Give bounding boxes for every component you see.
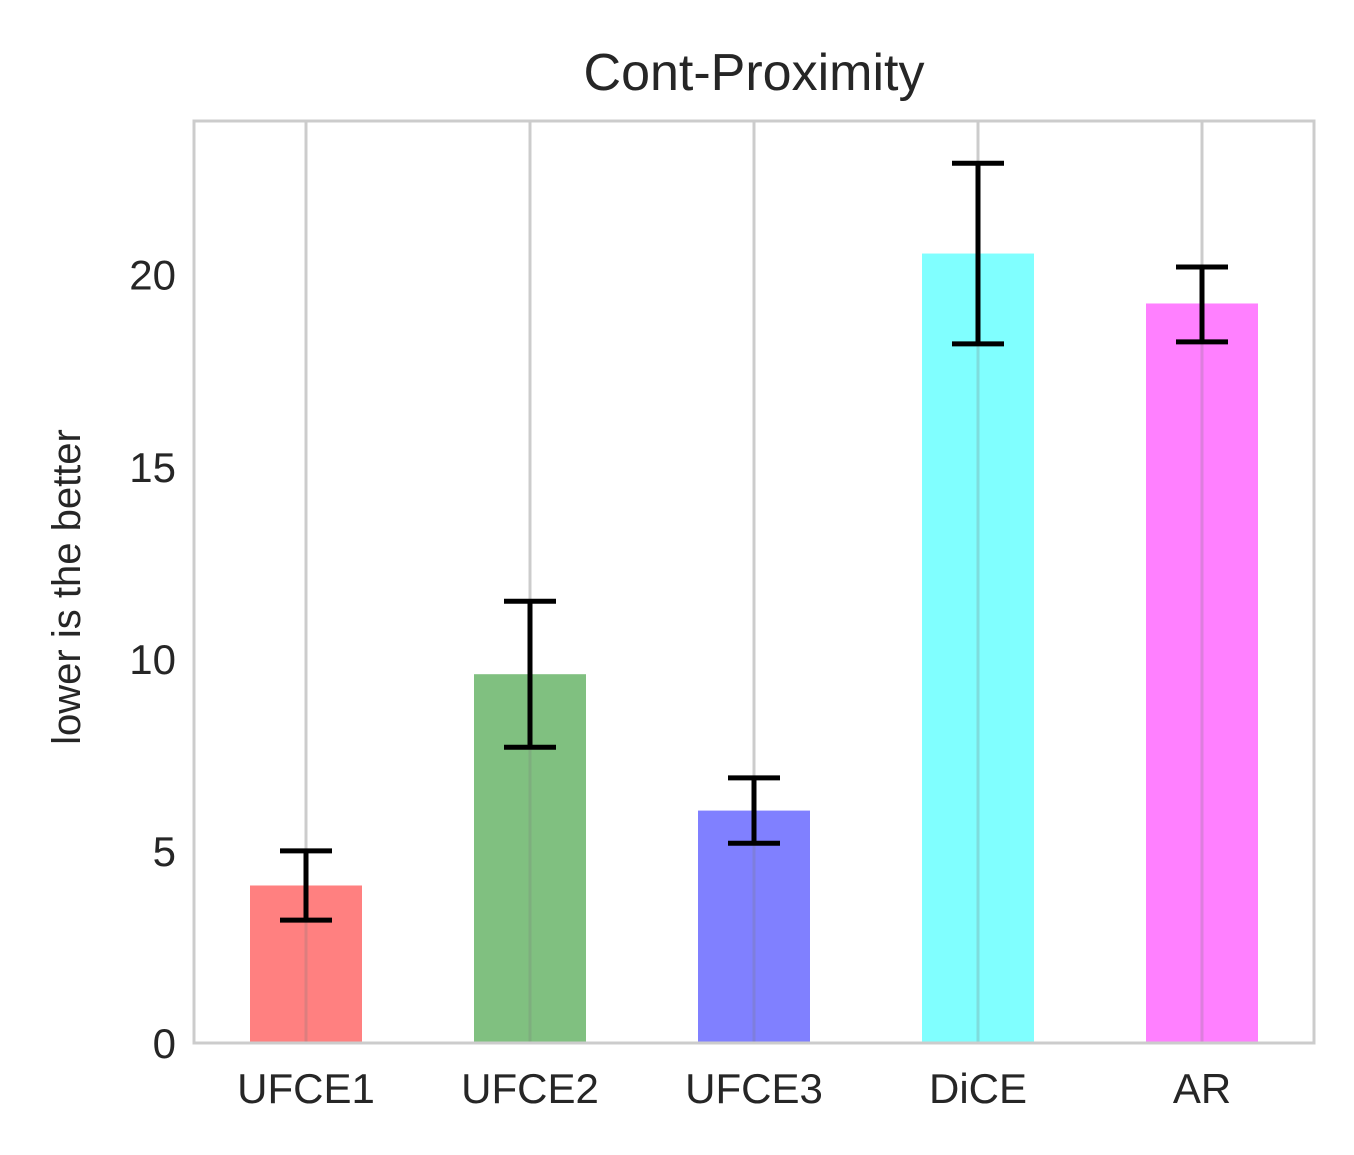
y-tick-label-10: 10 bbox=[129, 636, 176, 683]
y-axis-label: lower is the better bbox=[45, 429, 89, 745]
bar-ufce3 bbox=[698, 810, 810, 1043]
y-tick-label-0: 0 bbox=[153, 1020, 176, 1067]
bar-ar bbox=[1146, 303, 1258, 1044]
x-tick-label-ar: AR bbox=[1173, 1065, 1231, 1112]
x-tick-label-dice: DiCE bbox=[929, 1065, 1027, 1112]
x-tick-labels: UFCE1 UFCE2 UFCE3 DiCE AR bbox=[237, 1065, 1231, 1112]
y-tick-label-5: 5 bbox=[153, 828, 176, 875]
x-tick-label-ufce3: UFCE3 bbox=[685, 1065, 823, 1112]
error-bar-ufce3 bbox=[728, 775, 780, 846]
error-bar-dice bbox=[952, 160, 1004, 347]
x-tick-label-ufce1: UFCE1 bbox=[237, 1065, 375, 1112]
error-bar-ufce2 bbox=[504, 598, 556, 750]
x-tick-label-ufce2: UFCE2 bbox=[461, 1065, 599, 1112]
error-bars bbox=[280, 160, 1228, 923]
y-tick-labels: 0 5 10 15 20 bbox=[129, 252, 176, 1067]
error-bar-ufce1 bbox=[280, 848, 332, 923]
y-tick-label-20: 20 bbox=[129, 252, 176, 299]
plot-frame bbox=[192, 119, 1316, 1045]
bar-dice bbox=[922, 253, 1034, 1044]
error-bar-ar bbox=[1176, 264, 1228, 345]
chart-title: Cont-Proximity bbox=[584, 44, 925, 102]
y-tick-label-15: 15 bbox=[129, 444, 176, 491]
